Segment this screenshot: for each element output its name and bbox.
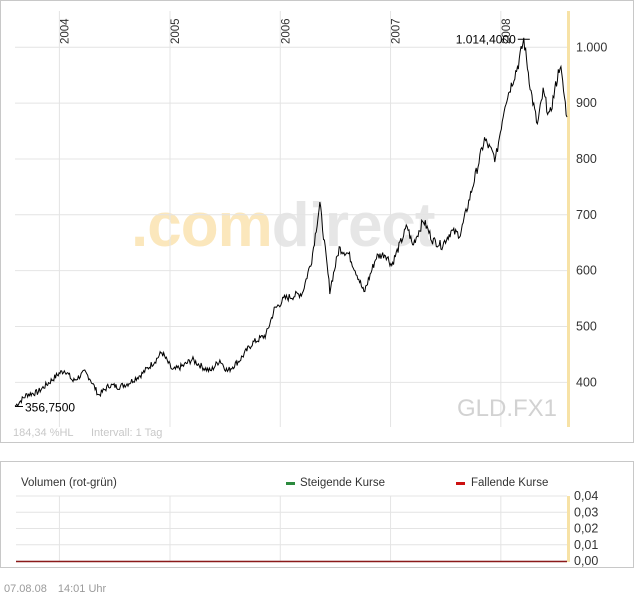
volume-y-tick-label: 0,04 [574,489,598,503]
max-label: 1.014,4000 [456,32,516,46]
min-label: 356,7500 [25,400,75,414]
y-tick-label: 600 [576,264,597,278]
range-info: 184,34 %HL [13,427,74,439]
legend-down-swatch [456,482,465,485]
year-label: 2007 [391,18,403,44]
footer-date: 07.08.08 [4,583,47,595]
watermark: .comdirect [131,191,435,260]
legend-down-label: Fallende Kurse [471,477,548,489]
right-axis-bar [567,11,570,427]
year-label: 2005 [170,18,182,44]
volume-y-tick-label: 0,01 [574,538,598,552]
interval-info: Intervall: 1 Tag [91,427,162,439]
volume-title: Volumen (rot-grün) [21,477,117,489]
legend-up-swatch [286,482,295,485]
volume-y-tick-label: 0,03 [574,505,598,519]
volume-right-axis-bar [567,496,570,562]
y-tick-label: 700 [576,208,597,222]
footer-timestamp: 07.08.08 14:01 Uhr [4,583,114,595]
symbol-label: GLD.FX1 [457,395,557,422]
y-tick-label: 500 [576,319,597,333]
y-tick-label: 900 [576,96,597,110]
year-label: 2008 [501,18,513,44]
volume-y-tick-label: 0,00 [574,554,598,567]
price-chart: .comdirect 2004 2005 2006 2007 2008 400 500 60… [13,11,607,439]
year-label: 2004 [59,18,71,44]
volume-chart: Volumen (rot-grün) Steigende Kurse Falle… [16,477,598,568]
volume-y-tick-label: 0,02 [574,522,598,536]
price-line [14,37,568,407]
volume-chart-panel: Volumen (rot-grün) Steigende Kurse Falle… [0,461,634,568]
price-chart-panel: .comdirect 2004 2005 2006 2007 2008 400 500 60… [0,0,634,443]
y-tick-label: 800 [576,152,597,166]
y-tick-label: 400 [576,375,597,389]
legend-up-label: Steigende Kurse [300,477,385,489]
year-label: 2006 [280,18,292,44]
y-tick-label: 1.000 [576,40,607,54]
footer-time: 14:01 Uhr [57,583,107,595]
